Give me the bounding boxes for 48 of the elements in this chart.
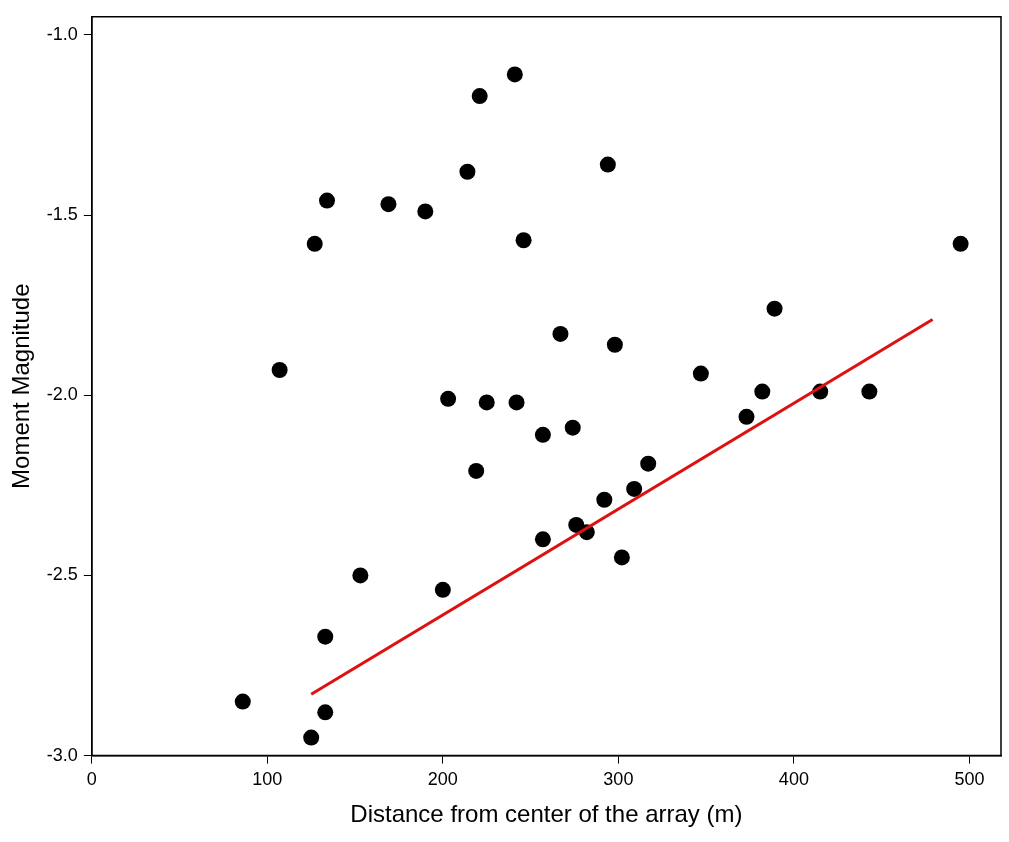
point: [468, 462, 485, 479]
y-tick-label: -3.0: [46, 744, 78, 765]
point: [534, 531, 551, 548]
point: [417, 203, 434, 220]
point: [506, 66, 523, 83]
point: [434, 581, 451, 598]
point: [234, 693, 251, 710]
point: [599, 156, 616, 173]
point: [440, 390, 457, 407]
point: [508, 394, 525, 411]
point: [306, 235, 323, 252]
x-axis-title: Distance from center of the array (m): [350, 800, 743, 828]
point: [317, 628, 334, 645]
point: [459, 163, 476, 180]
x-tick-label: 400: [778, 769, 809, 790]
point: [596, 491, 613, 508]
point: [303, 729, 320, 746]
point: [552, 325, 569, 342]
y-tick-label: -1.5: [46, 203, 78, 224]
y-tick-label: -1.0: [46, 23, 78, 44]
y-tick-label: -2.5: [46, 564, 78, 585]
point: [766, 300, 783, 317]
point: [564, 419, 581, 436]
point: [861, 383, 878, 400]
x-tick-label: 100: [252, 769, 283, 790]
point: [952, 235, 969, 252]
point: [738, 408, 755, 425]
point: [317, 704, 334, 721]
point: [534, 426, 551, 443]
point: [613, 549, 630, 566]
point: [692, 365, 709, 382]
x-tick-label: 0: [86, 769, 97, 790]
point: [319, 192, 336, 209]
point: [471, 88, 488, 105]
point: [352, 567, 369, 584]
point: [478, 394, 495, 411]
x-tick-label: 200: [427, 769, 458, 790]
point: [271, 361, 288, 378]
x-tick-label: 300: [603, 769, 634, 790]
x-tick-label: 500: [954, 769, 985, 790]
point: [754, 383, 771, 400]
point: [515, 232, 532, 249]
point: [640, 455, 657, 472]
point: [606, 336, 623, 353]
y-tick-label: -2.0: [46, 384, 78, 405]
point: [626, 480, 643, 497]
point: [380, 196, 397, 213]
y-axis-title: Moment Magnitude: [7, 283, 35, 489]
